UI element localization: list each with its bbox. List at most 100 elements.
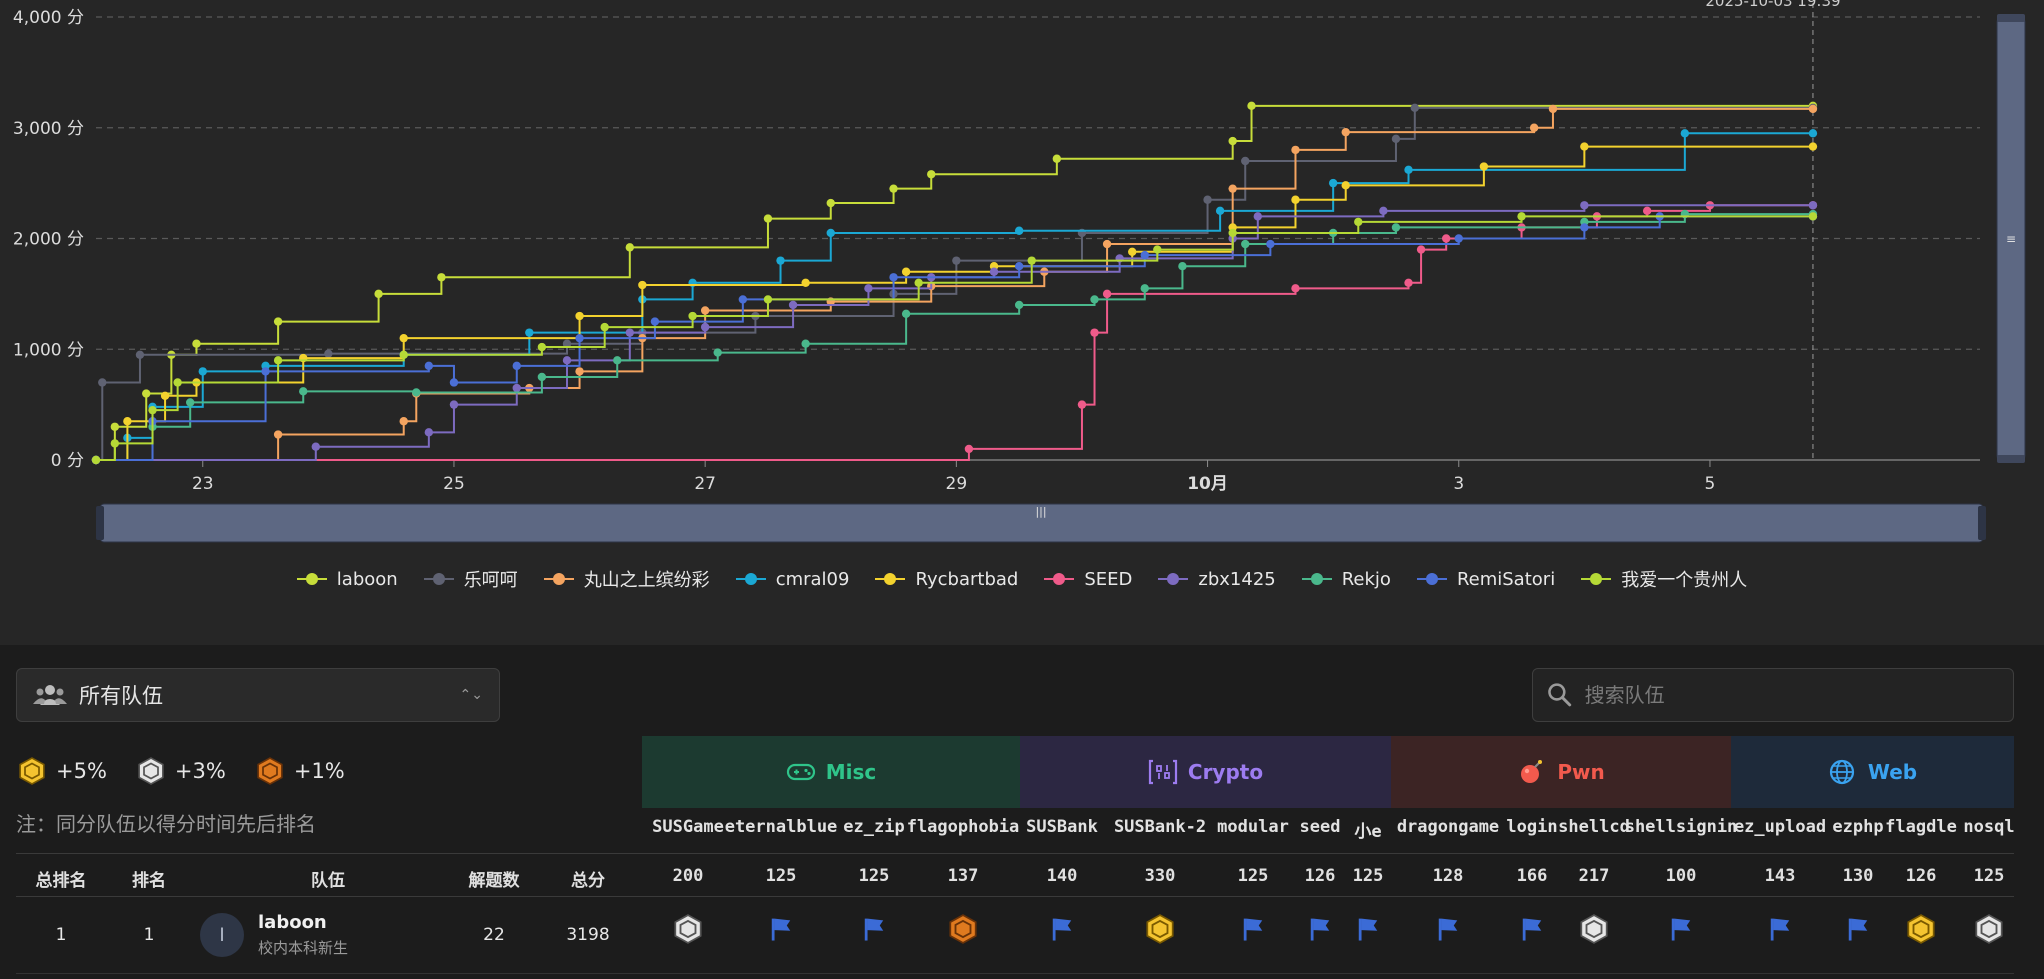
flag-icon — [1358, 918, 1378, 941]
data-point — [525, 328, 534, 337]
solve-status — [673, 914, 703, 949]
scoreboard-panel: 所有队伍 ⌃⌄ +5% +3% +1% 注：同分队伍以得分时间先后排名 Misc Cr… — [0, 645, 2044, 979]
challenge-name[interactable]: dragongame — [1396, 817, 1500, 837]
legend-swatch — [735, 573, 766, 585]
series-zbx1425 — [91, 201, 1818, 465]
series-丸山之上缤纷彩 — [91, 104, 1818, 465]
challenge-name[interactable]: shellsignin — [1624, 817, 1738, 837]
data-point — [575, 311, 584, 321]
data-point — [801, 339, 810, 348]
challenge-name[interactable]: SUSGame — [652, 817, 724, 837]
category-pwn[interactable]: Pwn — [1391, 736, 1731, 808]
data-point — [1379, 206, 1388, 216]
challenge-name[interactable]: nosql — [1963, 817, 2015, 837]
solve-status — [1238, 914, 1268, 949]
avatar: l — [200, 913, 244, 957]
silver-blood-icon — [138, 757, 164, 785]
team-name[interactable]: laboon — [258, 912, 327, 933]
challenge-name[interactable]: ez_upload — [1733, 817, 1827, 837]
y-tick-label: 4,000 分 — [13, 8, 84, 28]
challenge-name[interactable]: flagdle — [1885, 817, 1957, 837]
legend-item[interactable]: laboon — [296, 566, 398, 592]
data-point — [1241, 239, 1250, 249]
y-zoom-handle-bottom[interactable] — [1997, 455, 2025, 463]
data-point — [273, 356, 283, 365]
data-point — [952, 256, 961, 265]
challenge-name[interactable]: seed — [1299, 817, 1341, 837]
series-line — [96, 215, 1813, 461]
data-point — [1328, 178, 1338, 188]
cursor-label: 2025-10-03 19:39 — [1705, 0, 1840, 10]
data-point — [1404, 165, 1413, 175]
challenge-name[interactable]: 小e — [1354, 822, 1382, 842]
users-icon — [33, 685, 67, 705]
data-point — [1580, 142, 1589, 151]
solve-status — [1517, 914, 1547, 949]
legend-item[interactable]: 我爱一个贵州人 — [1581, 566, 1747, 592]
data-point — [1228, 184, 1237, 193]
category-misc[interactable]: Misc — [642, 736, 1020, 808]
series-line — [96, 204, 1813, 461]
team-cell[interactable]: l laboon 校内本科新生 — [200, 912, 348, 958]
data-point — [1014, 261, 1024, 271]
y-zoom-grip-icon: ≡ — [2006, 232, 2016, 246]
challenge-name[interactable]: shellcd — [1558, 817, 1630, 837]
challenge-points: 125 — [1237, 866, 1269, 886]
data-point — [1077, 400, 1087, 409]
x-zoom-handle-left[interactable] — [96, 506, 104, 540]
flag-icon — [1052, 918, 1072, 941]
series-Rekjo — [91, 209, 1818, 465]
gold-blood-icon — [19, 757, 45, 785]
challenge-name[interactable]: login — [1506, 817, 1558, 837]
data-point — [142, 389, 151, 398]
data-point — [273, 430, 283, 439]
challenge-points: 126 — [1304, 866, 1336, 886]
category-crypto[interactable]: Crypto — [1020, 736, 1391, 808]
legend-item[interactable]: 丸山之上缤纷彩 — [543, 566, 710, 592]
category-web[interactable]: Web — [1731, 736, 2014, 808]
challenge-name[interactable]: flagophobia — [906, 817, 1020, 837]
data-point — [562, 339, 572, 348]
data-point — [273, 317, 283, 326]
challenge-name[interactable]: SUSBank — [1026, 817, 1098, 837]
data-point — [700, 322, 710, 332]
search-box[interactable] — [1532, 668, 2014, 722]
data-point — [437, 273, 446, 282]
solve-status — [1765, 914, 1795, 949]
cpu-icon — [1148, 759, 1177, 785]
legend-item[interactable]: zbx1425 — [1158, 566, 1276, 592]
search-input[interactable] — [1584, 683, 1999, 707]
table-row[interactable]: 1 1 l laboon 校内本科新生 22 3198 — [16, 898, 2014, 974]
challenge-name[interactable]: ez_zip — [843, 817, 905, 837]
legend-item[interactable]: SEED — [1044, 566, 1132, 592]
table-header: 总排名 排名 队伍 解题数 总分 200 125 125 137 140 330 125 12… — [16, 853, 2014, 897]
data-point — [562, 356, 572, 365]
legend-item[interactable]: cmral09 — [735, 566, 849, 592]
data-point — [1128, 247, 1137, 256]
data-point — [512, 383, 521, 393]
legend-item[interactable]: RemiSatori — [1416, 566, 1555, 592]
category-label: Crypto — [1187, 760, 1264, 784]
header-total: 总分 — [571, 871, 605, 891]
y-zoom-handle-top[interactable] — [1997, 14, 2025, 22]
header-team: 队伍 — [311, 871, 345, 891]
solve-status — [1843, 914, 1873, 949]
data-point — [889, 273, 898, 282]
bonus-item: +1% — [256, 757, 345, 785]
solve-status — [859, 914, 889, 949]
legend-item[interactable]: Rycbartbad — [875, 566, 1018, 592]
data-point — [776, 256, 785, 265]
challenge-name[interactable]: ezphp — [1832, 817, 1884, 837]
legend-item[interactable]: 乐呵呵 — [423, 566, 518, 592]
gold-blood-icon — [1146, 914, 1174, 944]
x-zoom-handle-right[interactable] — [1978, 506, 1986, 540]
challenge-name[interactable]: SUSBank-2 — [1113, 817, 1207, 837]
challenge-name[interactable]: modular — [1217, 817, 1289, 837]
ranking-note: 注：同分队伍以得分时间先后排名 — [16, 812, 316, 836]
data-point — [1404, 278, 1413, 287]
legend-item[interactable]: Rekjo — [1301, 566, 1391, 592]
flag-icon — [1310, 918, 1330, 941]
team-filter-select[interactable]: 所有队伍 ⌃⌄ — [16, 668, 500, 722]
data-point — [625, 243, 634, 252]
challenge-name[interactable]: eternalblue — [724, 817, 838, 837]
